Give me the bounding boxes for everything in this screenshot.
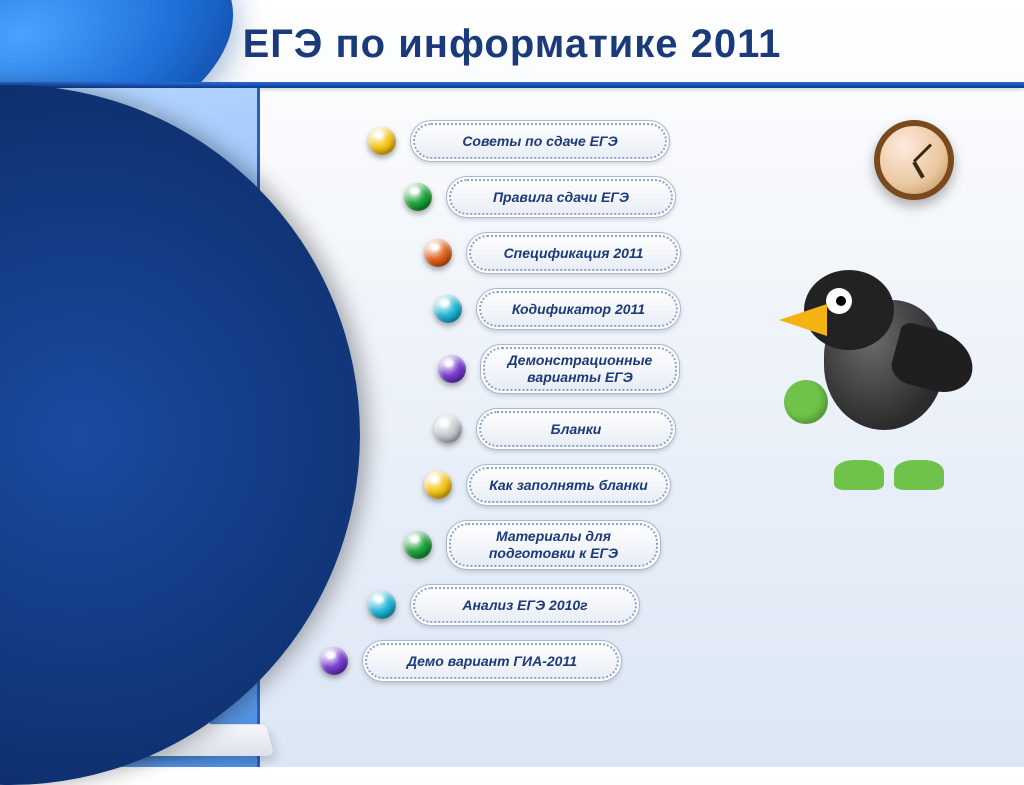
menu-item-label: Бланки [476,408,676,450]
crow-mascot-graphic [774,260,994,480]
menu-item-demo-variants[interactable]: Демонстрационные варианты ЕГЭ [438,344,680,394]
menu-item-gia-demo[interactable]: Демо вариант ГИА-2011 [320,640,680,682]
menu-item-label: Спецификация 2011 [466,232,681,274]
bullet-icon [434,295,462,323]
menu-item-codifier[interactable]: Кодификатор 2011 [434,288,680,330]
menu-item-label: Правила сдачи ЕГЭ [446,176,676,218]
bullet-icon [320,647,348,675]
menu-item-analysis[interactable]: Анализ ЕГЭ 2010г [368,584,680,626]
bullet-icon [368,127,396,155]
bullet-icon [424,239,452,267]
menu-item-label: Как заполнять бланки [466,464,671,506]
menu-item-label: Демонстрационные варианты ЕГЭ [480,344,680,394]
main-menu: Советы по сдаче ЕГЭ Правила сдачи ЕГЭ Сп… [300,120,680,696]
menu-item-rules[interactable]: Правила сдачи ЕГЭ [404,176,680,218]
menu-item-forms[interactable]: Бланки [434,408,680,450]
bullet-icon [404,183,432,211]
menu-item-label: Материалы для подготовки к ЕГЭ [446,520,661,570]
bullet-icon [368,591,396,619]
bullet-icon [438,355,466,383]
menu-item-label: Кодификатор 2011 [476,288,681,330]
page-title: ЕГЭ по информатике 2011 [0,22,1024,67]
menu-item-fill-forms[interactable]: Как заполнять бланки [424,464,680,506]
clock-icon [874,120,954,200]
menu-item-label: Советы по сдаче ЕГЭ [410,120,670,162]
bullet-icon [434,415,462,443]
menu-item-label: Анализ ЕГЭ 2010г [410,584,640,626]
menu-item-spec[interactable]: Спецификация 2011 [424,232,680,274]
bullet-icon [424,471,452,499]
menu-item-label: Демо вариант ГИА-2011 [362,640,622,682]
menu-item-materials[interactable]: Материалы для подготовки к ЕГЭ [404,520,680,570]
bullet-icon [404,531,432,559]
menu-item-tips[interactable]: Советы по сдаче ЕГЭ [368,120,680,162]
